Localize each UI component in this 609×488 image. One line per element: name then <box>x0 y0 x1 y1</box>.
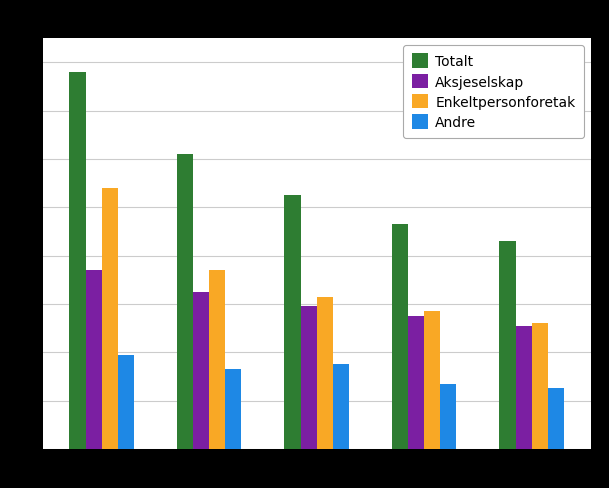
Bar <box>69 73 86 449</box>
Bar <box>284 196 301 449</box>
Bar <box>193 292 209 449</box>
Bar <box>225 369 241 449</box>
Bar <box>301 306 317 449</box>
Bar <box>547 388 564 449</box>
Bar <box>177 155 193 449</box>
Bar <box>86 270 102 449</box>
Bar <box>515 326 532 449</box>
Bar <box>317 297 333 449</box>
Legend: Totalt, Aksjeselskap, Enkeltpersonforetak, Andre: Totalt, Aksjeselskap, Enkeltpersonforeta… <box>403 46 584 138</box>
Bar <box>118 355 134 449</box>
Bar <box>408 316 424 449</box>
Bar <box>440 384 456 449</box>
Bar <box>499 242 515 449</box>
Bar <box>392 224 408 449</box>
Bar <box>102 188 118 449</box>
Bar <box>424 311 440 449</box>
Bar <box>532 324 547 449</box>
Bar <box>209 270 225 449</box>
Bar <box>333 365 349 449</box>
